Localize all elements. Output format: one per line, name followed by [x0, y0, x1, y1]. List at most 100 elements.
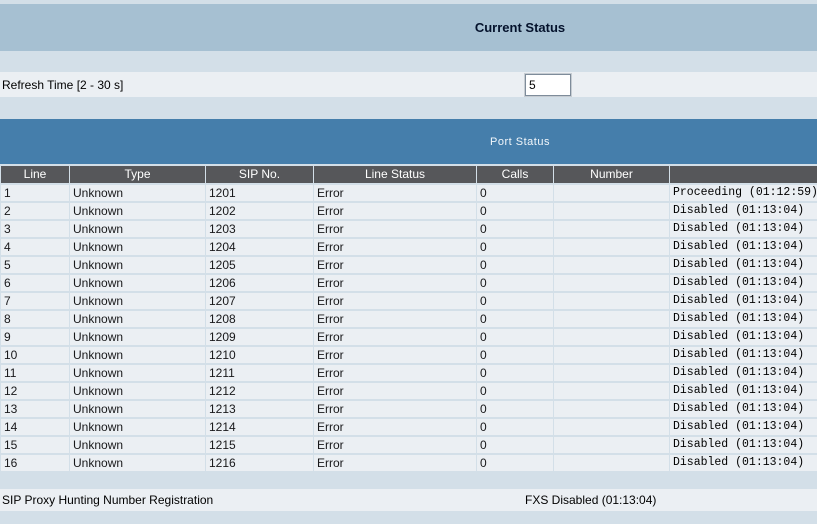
port-status-table: Line Type SIP No. Line Status Calls Numb…	[0, 164, 817, 473]
cell-line-status: Error	[314, 203, 476, 219]
table-row: 15 Unknown 1215 Error 0 Disabled (01:13:…	[1, 437, 817, 453]
cell-calls: 0	[477, 347, 553, 363]
cell-port-state: Disabled (01:13:04)	[670, 275, 817, 291]
refresh-time-input[interactable]	[524, 72, 572, 97]
cell-line-status: Error	[314, 239, 476, 255]
cell-calls: 0	[477, 401, 553, 417]
cell-line-status: Error	[314, 347, 476, 363]
cell-line-status: Error	[314, 383, 476, 399]
cell-number	[554, 455, 669, 471]
cell-port-state: Disabled (01:13:04)	[670, 311, 817, 327]
table-row: 8 Unknown 1208 Error 0 Disabled (01:13:0…	[1, 311, 817, 327]
col-header-sip-no: SIP No.	[206, 166, 313, 183]
cell-port-state: Disabled (01:13:04)	[670, 347, 817, 363]
col-header-line: Line	[1, 166, 69, 183]
refresh-time-input-cell	[523, 72, 817, 97]
hunting-registration-status-cell: FXS Disabled (01:13:04)	[523, 493, 817, 507]
table-row: 2 Unknown 1202 Error 0 Disabled (01:13:0…	[1, 203, 817, 219]
cell-calls: 0	[477, 419, 553, 435]
cell-line-status: Error	[314, 329, 476, 345]
cell-calls: 0	[477, 329, 553, 345]
cell-type: Unknown	[70, 437, 205, 453]
cell-calls: 0	[477, 383, 553, 399]
cell-sip-no: 1204	[206, 239, 313, 255]
cell-sip-no: 1213	[206, 401, 313, 417]
cell-sip-no: 1202	[206, 203, 313, 219]
cell-number	[554, 383, 669, 399]
col-header-number: Number	[554, 166, 669, 183]
cell-line-status: Error	[314, 455, 476, 471]
cell-calls: 0	[477, 221, 553, 237]
cell-line-status: Error	[314, 365, 476, 381]
cell-port-state: Disabled (01:13:04)	[670, 383, 817, 399]
current-status-page: Current Status Refresh Time [2 - 30 s] P…	[0, 4, 817, 511]
cell-sip-no: 1206	[206, 275, 313, 291]
col-header-state	[670, 166, 817, 183]
cell-sip-no: 1214	[206, 419, 313, 435]
cell-sip-no: 1212	[206, 383, 313, 399]
col-header-line-status: Line Status	[314, 166, 476, 183]
table-row: 7 Unknown 1207 Error 0 Disabled (01:13:0…	[1, 293, 817, 309]
cell-sip-no: 1207	[206, 293, 313, 309]
cell-calls: 0	[477, 365, 553, 381]
page-title: Current Status	[474, 20, 566, 35]
cell-line-status: Error	[314, 293, 476, 309]
cell-port-state: Disabled (01:13:04)	[670, 239, 817, 255]
page-title-bar: Current Status	[0, 4, 817, 51]
cell-line: 13	[1, 401, 69, 417]
cell-port-state: Proceeding (01:12:59)	[670, 185, 817, 201]
cell-line: 12	[1, 383, 69, 399]
cell-number	[554, 185, 669, 201]
cell-number	[554, 365, 669, 381]
cell-calls: 0	[477, 311, 553, 327]
cell-port-state: Disabled (01:13:04)	[670, 455, 817, 471]
cell-number	[554, 329, 669, 345]
cell-number	[554, 239, 669, 255]
cell-sip-no: 1201	[206, 185, 313, 201]
cell-calls: 0	[477, 293, 553, 309]
cell-sip-no: 1216	[206, 455, 313, 471]
cell-type: Unknown	[70, 293, 205, 309]
cell-calls: 0	[477, 185, 553, 201]
cell-port-state: Disabled (01:13:04)	[670, 221, 817, 237]
cell-line: 4	[1, 239, 69, 255]
cell-sip-no: 1215	[206, 437, 313, 453]
cell-line: 10	[1, 347, 69, 363]
cell-line: 3	[1, 221, 69, 237]
cell-line: 6	[1, 275, 69, 291]
cell-number	[554, 437, 669, 453]
cell-line-status: Error	[314, 275, 476, 291]
table-row: 12 Unknown 1212 Error 0 Disabled (01:13:…	[1, 383, 817, 399]
cell-line: 16	[1, 455, 69, 471]
cell-type: Unknown	[70, 185, 205, 201]
cell-type: Unknown	[70, 329, 205, 345]
cell-number	[554, 203, 669, 219]
cell-port-state: Disabled (01:13:04)	[670, 419, 817, 435]
hunting-registration-row: SIP Proxy Hunting Number Registration FX…	[0, 489, 817, 511]
cell-line: 11	[1, 365, 69, 381]
table-row: 6 Unknown 1206 Error 0 Disabled (01:13:0…	[1, 275, 817, 291]
cell-port-state: Disabled (01:13:04)	[670, 401, 817, 417]
cell-line-status: Error	[314, 257, 476, 273]
table-row: 4 Unknown 1204 Error 0 Disabled (01:13:0…	[1, 239, 817, 255]
cell-calls: 0	[477, 455, 553, 471]
table-row: 9 Unknown 1209 Error 0 Disabled (01:13:0…	[1, 329, 817, 345]
cell-line-status: Error	[314, 311, 476, 327]
hunting-registration-label-cell: SIP Proxy Hunting Number Registration	[0, 493, 523, 507]
cell-port-state: Disabled (01:13:04)	[670, 257, 817, 273]
cell-port-state: Disabled (01:13:04)	[670, 437, 817, 453]
cell-type: Unknown	[70, 365, 205, 381]
cell-line-status: Error	[314, 221, 476, 237]
cell-type: Unknown	[70, 239, 205, 255]
cell-line: 2	[1, 203, 69, 219]
cell-number	[554, 311, 669, 327]
cell-type: Unknown	[70, 347, 205, 363]
cell-number	[554, 347, 669, 363]
table-row: 1 Unknown 1201 Error 0 Proceeding (01:12…	[1, 185, 817, 201]
cell-number	[554, 221, 669, 237]
cell-calls: 0	[477, 437, 553, 453]
port-status-title-bar: Port Status	[0, 119, 817, 164]
table-row: 13 Unknown 1213 Error 0 Disabled (01:13:…	[1, 401, 817, 417]
cell-calls: 0	[477, 275, 553, 291]
cell-line: 8	[1, 311, 69, 327]
